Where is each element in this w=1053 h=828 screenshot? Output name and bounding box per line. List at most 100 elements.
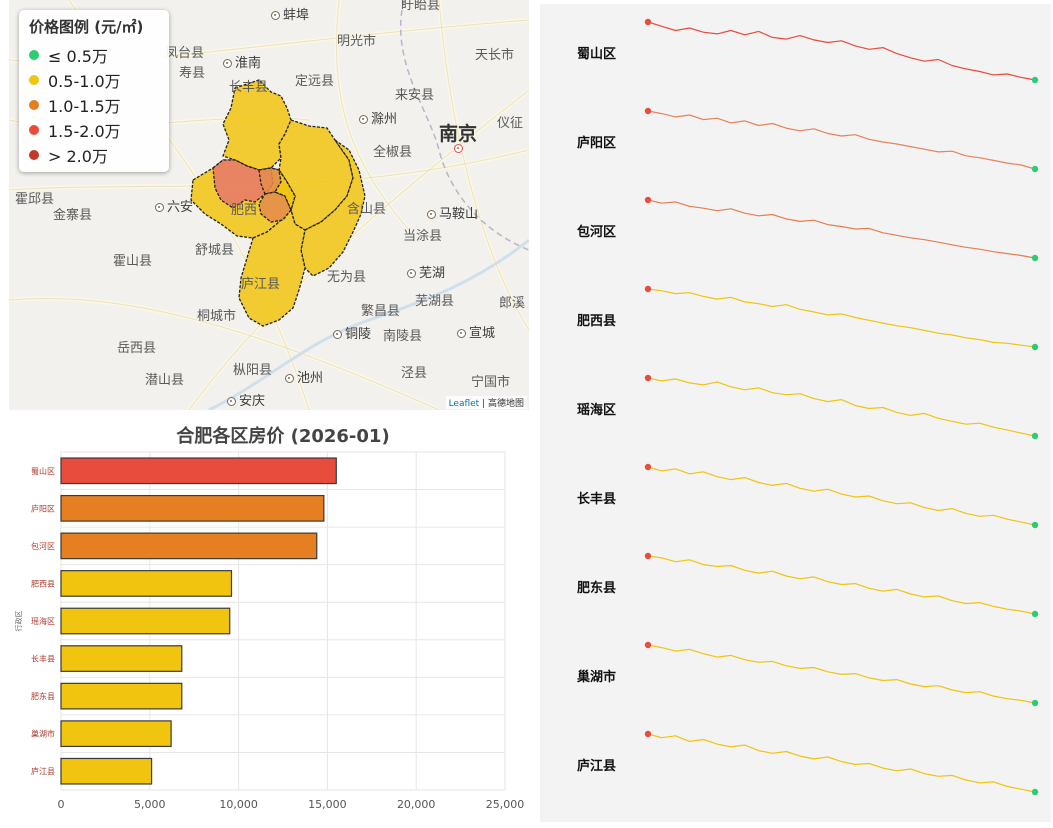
bar[interactable] — [60, 720, 172, 748]
x-tick-label: 5,000 — [134, 798, 166, 811]
y-tick-label: 肥西县 — [31, 579, 55, 588]
bar[interactable] — [60, 607, 231, 635]
legend-swatch — [29, 124, 39, 135]
trend-end-point — [1031, 610, 1039, 618]
place-label: 繁昌县 — [361, 304, 400, 320]
place-name: 仪征 — [497, 116, 524, 131]
y-axis-label: 行政区 — [14, 611, 23, 632]
place-name: 枞阳县 — [233, 363, 273, 378]
place-label: 凤台县 — [165, 46, 204, 62]
trend-line — [647, 288, 1036, 348]
place-name: 霍山县 — [113, 254, 153, 269]
place-label: 六安 — [155, 200, 193, 216]
place-name: 泾县 — [401, 366, 428, 381]
place-name: 明光市 — [337, 34, 377, 49]
x-tick-label: 0 — [58, 798, 65, 811]
legend-item: 1.0-1.5万 — [29, 92, 159, 117]
trend-line — [647, 21, 1036, 81]
trend-series-label: 巢湖市 — [576, 669, 616, 685]
city-marker-icon — [285, 374, 294, 383]
place-name: 无为县 — [327, 270, 367, 285]
attribution-provider: | 高德地图 — [482, 399, 524, 409]
y-tick-label: 肥东县 — [31, 691, 55, 701]
legend-label: ≤ 0.5万 — [48, 46, 108, 66]
place-name: 舒城县 — [195, 243, 235, 258]
trend-start-point — [644, 18, 652, 26]
trend-panel: 蜀山区 庐阳区 包河区 肥西县 瑶海区 长丰县 肥东县 巢湖市 庐江县 — [540, 4, 1051, 822]
trend-series-label: 包河区 — [577, 224, 616, 240]
bar[interactable] — [60, 494, 325, 522]
place-name: 肥西 — [231, 203, 258, 218]
city-marker-icon — [359, 115, 368, 124]
place-name: 含山县 — [347, 202, 387, 217]
trend-series-label: 肥东县 — [577, 580, 616, 596]
place-name: 铜陵 — [345, 327, 372, 342]
bar[interactable] — [60, 457, 337, 485]
legend-label: 1.5-2.0万 — [48, 121, 121, 141]
trend-series-label: 长丰县 — [577, 491, 616, 507]
bar-chart-panel: 合肥各区房价 (2026-01) 0 5,000 10,000 15,000 20,000… — [9, 412, 529, 820]
place-name: 霍邱县 — [15, 192, 55, 207]
map-panel[interactable]: 蚌埠 盱眙县 凤台县 淮南 明光市 天长市 寿县 长丰县 定远县 来安县 滁州 仪征 南京 全椒县 霍邱县金… — [9, 0, 529, 410]
place-name: 池州 — [297, 371, 324, 386]
trend-end-point — [1031, 432, 1039, 440]
trend-end-point — [1031, 521, 1039, 529]
place-label: 霍邱县 — [15, 192, 54, 208]
place-label: 枞阳县 — [233, 363, 272, 379]
place-name: 滁州 — [371, 112, 398, 127]
legend-item: > 2.0万 — [29, 142, 159, 167]
district-chaohu[interactable] — [300, 139, 366, 277]
city-marker-icon — [223, 59, 232, 68]
capital-marker-icon — [453, 144, 463, 153]
price-legend: 价格图例 (元/㎡) ≤ 0.5万 0.5-1.0万 1.0-1.5万 1.5-2.0… — [19, 10, 169, 172]
place-name: 南京 — [439, 123, 478, 145]
y-tick-label: 瑶海区 — [31, 616, 55, 626]
trend-series-label: 肥西县 — [577, 313, 616, 329]
district-yaohai[interactable] — [274, 169, 296, 212]
place-label: 天长市 — [475, 48, 514, 64]
place-name: 天长市 — [475, 48, 515, 63]
district-changfeng[interactable] — [222, 79, 292, 171]
y-tick-label: 长丰县 — [31, 654, 55, 664]
y-tick-label: 蜀山区 — [31, 466, 55, 476]
bar[interactable] — [60, 645, 183, 672]
place-label: 定远县 — [295, 74, 334, 90]
trend-series-label: 庐江县 — [577, 758, 616, 774]
city-marker-icon — [227, 397, 236, 406]
bar[interactable] — [60, 570, 233, 597]
map-canvas[interactable] — [9, 0, 529, 410]
legend-label: 1.0-1.5万 — [48, 96, 121, 116]
bar[interactable] — [60, 682, 183, 710]
place-label: 泾县 — [401, 366, 427, 382]
city-marker-icon — [333, 330, 342, 339]
trend-start-point — [644, 641, 652, 649]
place-name: 蚌埠 — [283, 8, 310, 23]
trend-start-point — [644, 374, 652, 382]
trend-line — [647, 199, 1036, 259]
place-name: 安庆 — [239, 394, 266, 409]
bar-chart: 合肥各区房价 (2026-01) 0 5,000 10,000 15,000 20,000… — [14, 425, 524, 811]
legend-swatch — [29, 99, 39, 110]
trend-start-point — [644, 463, 652, 471]
trend-series-label: 瑶海区 — [577, 402, 616, 418]
place-label: 安庆 — [227, 394, 265, 410]
leaflet-link[interactable]: Leaflet — [448, 399, 480, 409]
place-label: 全椒县 — [373, 145, 412, 161]
x-tick-label: 10,000 — [219, 798, 258, 811]
place-name: 淮南 — [235, 56, 262, 71]
place-name: 六安 — [167, 200, 194, 215]
place-name: 芜湖 — [419, 266, 446, 281]
city-marker-icon — [457, 329, 466, 338]
legend-items: ≤ 0.5万 0.5-1.0万 1.0-1.5万 1.5-2.0万 > 2.0万 — [29, 42, 159, 167]
legend-swatch — [29, 74, 39, 85]
place-name: 郎溪 — [499, 296, 526, 311]
bar[interactable] — [60, 757, 153, 785]
map-attribution: Leaflet | 高德地图 — [445, 396, 527, 409]
legend-item: 0.5-1.0万 — [29, 67, 159, 92]
place-label: 岳西县 — [117, 341, 156, 357]
y-tick-label: 庐江县 — [31, 766, 55, 776]
bar[interactable] — [60, 532, 318, 560]
legend-label: 0.5-1.0万 — [48, 71, 121, 91]
